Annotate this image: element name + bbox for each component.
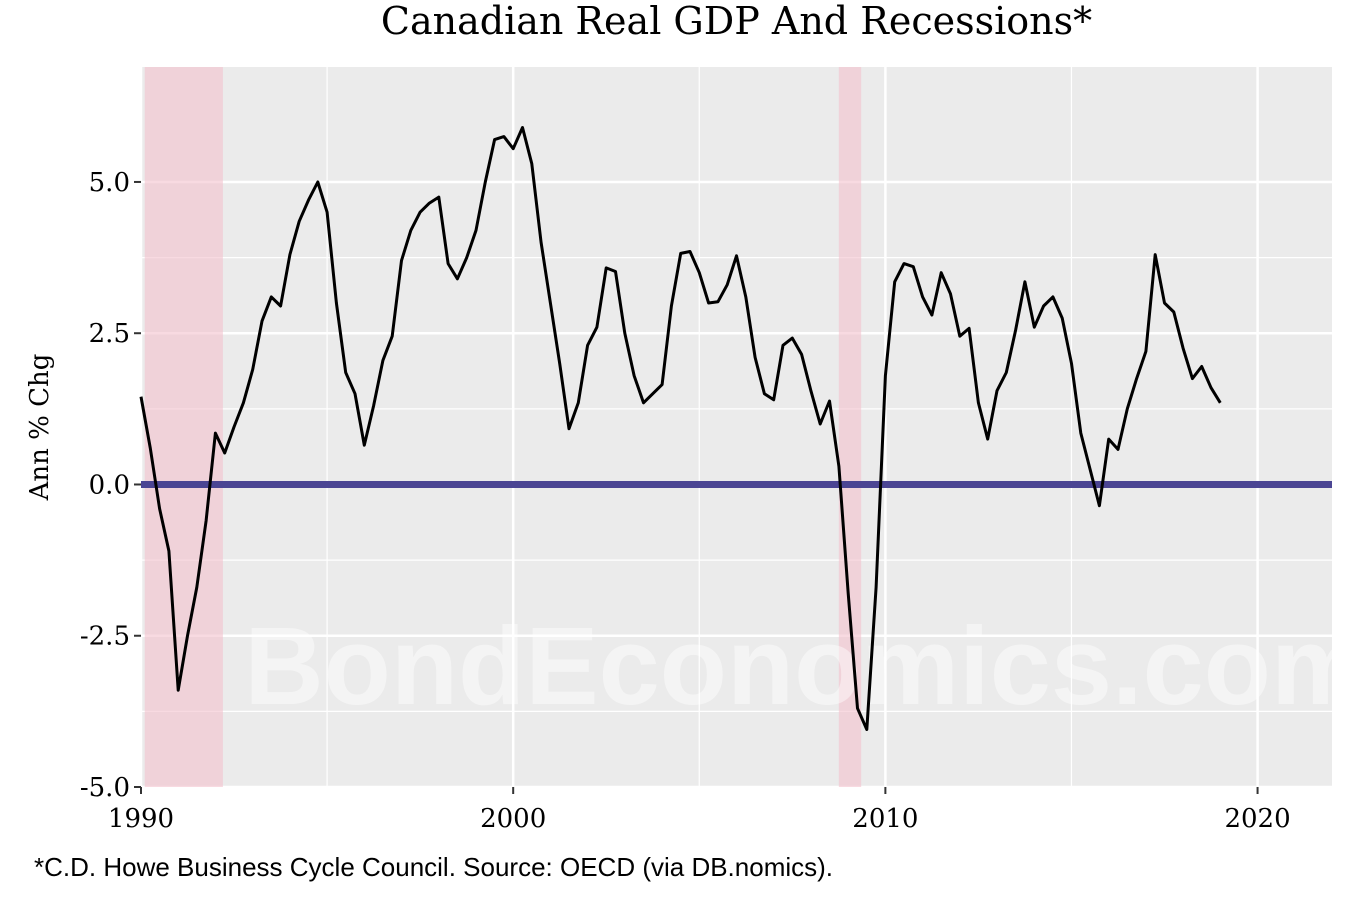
chart-title: Canadian Real GDP And Recessions* xyxy=(381,0,1092,43)
watermark: BondEconomics.com xyxy=(244,605,1350,728)
source-caption: *C.D. Howe Business Cycle Council. Sourc… xyxy=(34,852,833,882)
recession-band xyxy=(838,67,862,787)
y-tick-label: -5.0 xyxy=(80,773,130,803)
x-tick-label: 2020 xyxy=(1224,804,1290,834)
y-tick-label: -2.5 xyxy=(80,622,130,652)
recession-bands xyxy=(144,67,862,787)
y-axis-label: Ann % Chg xyxy=(25,354,55,502)
recession-band xyxy=(144,67,223,787)
y-axis: -5.0 -2.5 0.0 2.5 5.0 xyxy=(80,168,141,803)
y-tick-label: 0.0 xyxy=(89,470,130,500)
minor-gridlines xyxy=(141,67,1332,787)
gdp-series-line xyxy=(139,126,1222,731)
x-tick-label: 1990 xyxy=(108,804,174,834)
y-tick-label: 5.0 xyxy=(89,168,130,198)
x-tick-label: 2000 xyxy=(480,804,546,834)
y-tick-label: 2.5 xyxy=(89,319,130,349)
plot-panel xyxy=(141,67,1332,787)
x-tick-label: 2010 xyxy=(852,804,918,834)
x-axis: 1990 2000 2010 2020 xyxy=(108,787,1291,834)
